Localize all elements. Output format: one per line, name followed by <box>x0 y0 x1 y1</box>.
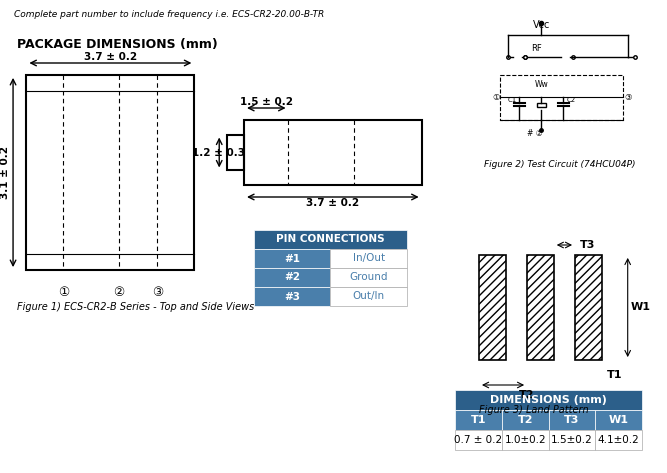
Text: Complete part number to include frequency i.e. ECS-CR2-20.00-B-TR: Complete part number to include frequenc… <box>14 10 324 19</box>
Text: Out/In: Out/In <box>353 291 385 301</box>
Text: #3: #3 <box>284 291 300 301</box>
Polygon shape <box>548 410 596 430</box>
Text: PACKAGE DIMENSIONS (mm): PACKAGE DIMENSIONS (mm) <box>17 38 217 51</box>
Text: W1: W1 <box>609 415 629 425</box>
Text: ①: ① <box>493 93 500 102</box>
Text: DIMENSIONS (mm): DIMENSIONS (mm) <box>490 395 607 405</box>
Polygon shape <box>548 430 596 450</box>
Polygon shape <box>596 430 642 450</box>
Text: 1.5±0.2: 1.5±0.2 <box>551 435 593 445</box>
Polygon shape <box>455 390 642 410</box>
Text: T3: T3 <box>580 240 595 250</box>
Text: 4.1±0.2: 4.1±0.2 <box>598 435 640 445</box>
Polygon shape <box>330 268 407 287</box>
Text: RF: RF <box>531 44 542 53</box>
Polygon shape <box>253 268 330 287</box>
Text: In/Out: In/Out <box>353 254 385 263</box>
Polygon shape <box>596 410 642 430</box>
Text: T2: T2 <box>520 390 535 400</box>
Polygon shape <box>455 430 502 450</box>
Text: #2: #2 <box>284 272 300 282</box>
Text: ③: ③ <box>624 93 632 102</box>
Polygon shape <box>253 249 330 268</box>
Text: 3.1 ± 0.2: 3.1 ± 0.2 <box>0 146 10 199</box>
Text: 1.2 ± 0.3: 1.2 ± 0.3 <box>192 148 245 158</box>
Text: Vcc: Vcc <box>533 20 550 30</box>
Text: 3.7 ± 0.2: 3.7 ± 0.2 <box>84 52 137 62</box>
Polygon shape <box>502 410 548 430</box>
Text: 1.5 ± 0.2: 1.5 ± 0.2 <box>240 97 293 107</box>
Text: #1: #1 <box>284 254 300 263</box>
Polygon shape <box>330 287 407 306</box>
Text: Figure 2) Test Circuit (74HCU04P): Figure 2) Test Circuit (74HCU04P) <box>484 160 636 169</box>
Text: ③: ③ <box>152 286 163 299</box>
Text: Ww: Ww <box>534 80 548 89</box>
Polygon shape <box>455 410 502 430</box>
Text: T1: T1 <box>606 370 622 380</box>
Text: 0.7 ± 0.2: 0.7 ± 0.2 <box>454 435 502 445</box>
Bar <box>537 103 546 107</box>
Text: ②: ② <box>113 286 125 299</box>
Polygon shape <box>330 249 407 268</box>
Text: W1: W1 <box>630 303 650 313</box>
Text: Figure 1) ECS-CR2-B Series - Top and Side Views: Figure 1) ECS-CR2-B Series - Top and Sid… <box>17 302 254 312</box>
Text: Ground: Ground <box>350 272 388 282</box>
Text: C2: C2 <box>566 97 576 103</box>
Polygon shape <box>502 430 548 450</box>
Text: Figure 3) Land Pattern: Figure 3) Land Pattern <box>479 405 589 415</box>
Text: PIN CONNECTIONS: PIN CONNECTIONS <box>276 235 385 245</box>
Text: 3.7 ± 0.2: 3.7 ± 0.2 <box>306 198 360 208</box>
Text: C1: C1 <box>507 97 516 103</box>
Text: T1: T1 <box>471 415 486 425</box>
Text: T3: T3 <box>564 415 580 425</box>
Polygon shape <box>253 230 407 249</box>
Text: ①: ① <box>58 286 69 299</box>
Polygon shape <box>253 287 330 306</box>
Text: 1.0±0.2: 1.0±0.2 <box>504 435 546 445</box>
Text: T2: T2 <box>518 415 533 425</box>
Text: # ②: # ② <box>527 129 542 138</box>
